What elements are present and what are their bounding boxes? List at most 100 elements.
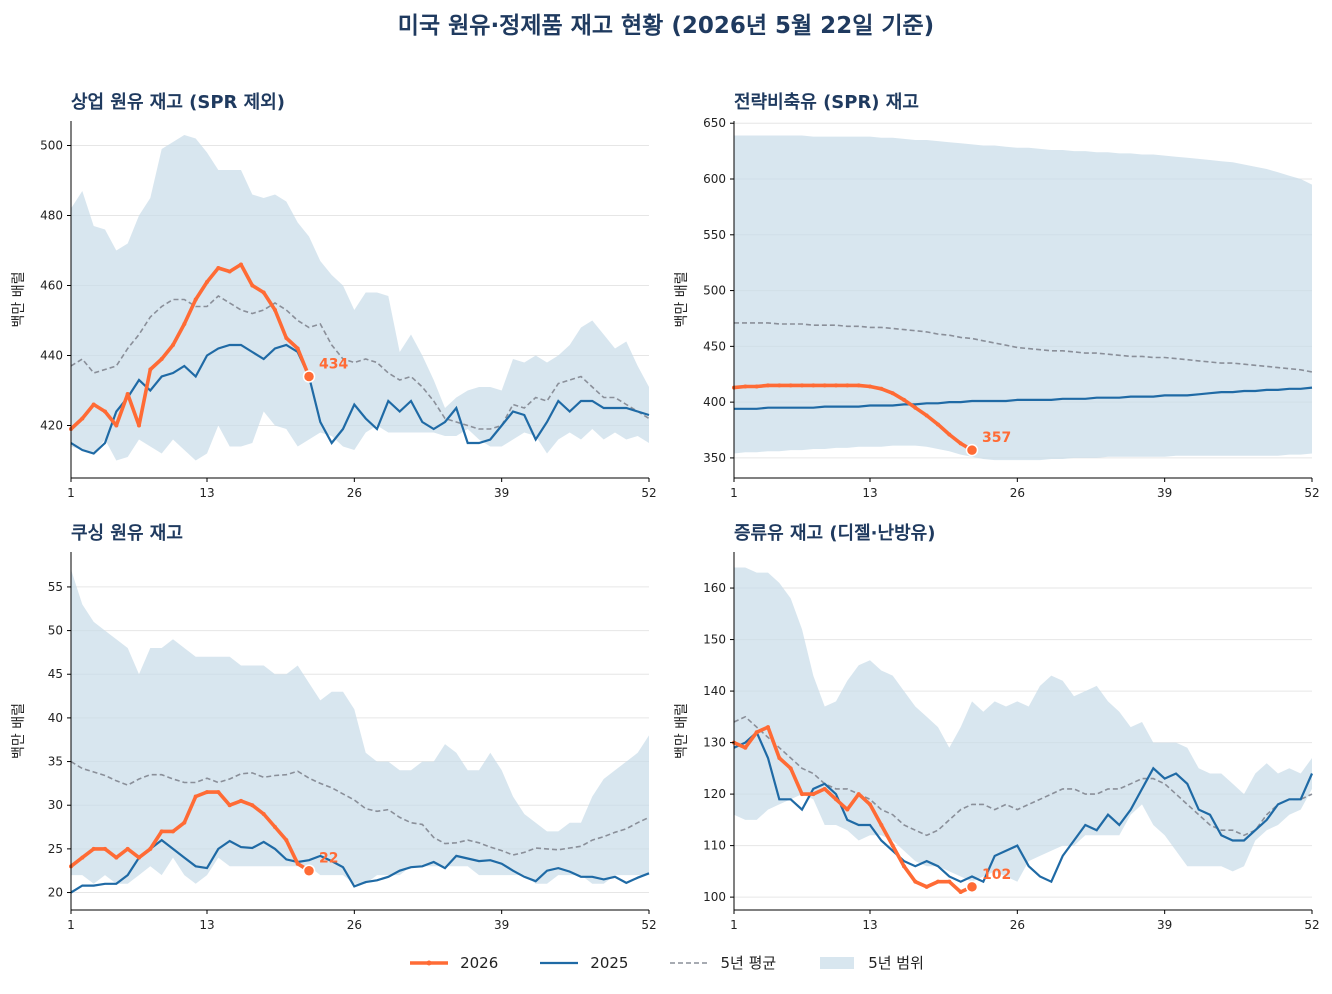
point-2026 — [811, 792, 816, 797]
chart-panel-1: 434 420 440 460 480 500 1 13 26 39 52 상업 원유 재고 (SPR… — [11, 92, 657, 500]
x-tick-label: 52 — [641, 486, 656, 500]
point-2026 — [295, 861, 300, 866]
line-2026 — [733, 383, 973, 452]
point-2026 — [273, 308, 277, 312]
endpoint-marker — [965, 443, 979, 457]
point-2026 — [216, 790, 221, 795]
y-axis-label: 백만 배럴 — [674, 703, 690, 759]
y-tick-label: 30 — [48, 798, 63, 812]
point-2026 — [800, 792, 804, 797]
point-2026 — [777, 383, 782, 388]
point-2026 — [743, 745, 748, 750]
point-2026 — [284, 336, 289, 340]
y-tick-label: 110 — [703, 839, 726, 853]
five-year-range-band — [71, 135, 649, 461]
chart-title: 전략비축유 (SPR) 재고 — [734, 92, 919, 113]
point-2026 — [103, 409, 107, 414]
x-tick-label: 1 — [67, 918, 75, 932]
point-2026 — [80, 416, 85, 421]
point-2026 — [284, 838, 289, 843]
page-title: 미국 원유·정제품 재고 현황 (2026년 5월 22일 기준) — [397, 13, 935, 39]
endpoint-label: 102 — [982, 867, 1011, 883]
point-2026 — [834, 383, 838, 388]
y-tick-label: 600 — [703, 172, 726, 186]
point-2026 — [868, 802, 872, 807]
x-tick-label: 39 — [494, 486, 509, 500]
legend-label: 2025 — [590, 953, 629, 972]
point-2026 — [182, 322, 187, 326]
point-2026 — [924, 884, 929, 889]
y-tick-label: 440 — [40, 349, 63, 363]
line-2026 — [69, 262, 311, 431]
x-tick-label: 1 — [730, 486, 738, 500]
line-2026 — [733, 725, 973, 894]
y-tick-label: 160 — [703, 581, 726, 595]
point-2026 — [777, 756, 782, 761]
point-2026 — [125, 846, 130, 851]
point-2026 — [227, 269, 232, 274]
legend-swatch — [820, 956, 855, 969]
point-2026 — [159, 829, 164, 834]
point-2026 — [800, 383, 804, 388]
y-tick-label: 140 — [703, 684, 726, 698]
legend-label: 5년 범위 — [868, 954, 924, 972]
five-year-range-band — [734, 567, 1312, 882]
point-2026 — [205, 790, 209, 795]
point-2026 — [924, 413, 929, 418]
endpoint-label: 357 — [982, 430, 1011, 446]
point-2026 — [171, 829, 175, 834]
line-2025 — [70, 343, 650, 455]
legend-swatch — [410, 960, 449, 965]
x-tick-label: 26 — [1010, 486, 1025, 500]
five-year-average-line — [70, 760, 650, 856]
point-2026 — [958, 889, 963, 894]
legend-item-line-2026: 2026 — [408, 954, 498, 972]
point-2026 — [890, 843, 895, 848]
point-2026 — [947, 432, 952, 437]
x-tick-label: 13 — [862, 918, 877, 932]
point-2026 — [261, 290, 266, 295]
point-2026 — [856, 792, 861, 797]
x-tick-label: 13 — [199, 918, 214, 932]
point-2026 — [868, 384, 872, 389]
point-2026 — [80, 855, 85, 860]
point-2026 — [193, 794, 198, 799]
point-2026 — [936, 422, 940, 427]
point-2026 — [261, 811, 266, 816]
point-2026 — [913, 405, 918, 410]
five-year-range-band — [71, 569, 649, 884]
y-tick-label: 350 — [703, 451, 726, 465]
point-2026 — [822, 786, 827, 791]
y-tick-label: 55 — [48, 580, 63, 594]
point-2026 — [754, 730, 759, 735]
point-2026 — [295, 346, 300, 351]
chart-panel-2: 357 350 400 450 500 550 600 650 1 13 26 39 52 전략비축유 (… — [674, 92, 1320, 500]
y-tick-label: 150 — [703, 633, 726, 647]
y-tick-label: 25 — [48, 842, 63, 856]
legend-label: 2026 — [460, 953, 499, 972]
legend-swatch — [540, 961, 579, 964]
chart-title: 증류유 재고 (디젤·난방유) — [734, 523, 935, 544]
point-2026 — [890, 391, 895, 396]
y-tick-label: 120 — [703, 787, 726, 801]
point-2026 — [171, 343, 175, 347]
legend-item-band: 5년 범위 — [816, 952, 924, 973]
x-tick-label: 52 — [1304, 918, 1319, 932]
y-tick-label: 500 — [703, 284, 726, 298]
x-tick-label: 1 — [67, 486, 75, 500]
legend-item-dashed: 5년 평균 — [668, 952, 776, 973]
y-tick-label: 45 — [48, 667, 63, 681]
point-2026 — [879, 386, 884, 391]
y-tick-label: 130 — [703, 736, 726, 750]
five-year-average-line — [733, 715, 1313, 837]
point-2026 — [205, 280, 209, 284]
point-2026 — [227, 803, 232, 808]
chart-title: 상업 원유 재고 (SPR 제외) — [71, 92, 285, 113]
point-2026 — [137, 423, 141, 428]
x-tick-label: 52 — [1304, 486, 1319, 500]
point-2026 — [913, 879, 918, 884]
y-axis-label: 백만 배럴 — [674, 272, 690, 328]
y-tick-label: 400 — [703, 395, 726, 409]
point-2026 — [216, 266, 221, 270]
x-tick-label: 39 — [494, 918, 509, 932]
